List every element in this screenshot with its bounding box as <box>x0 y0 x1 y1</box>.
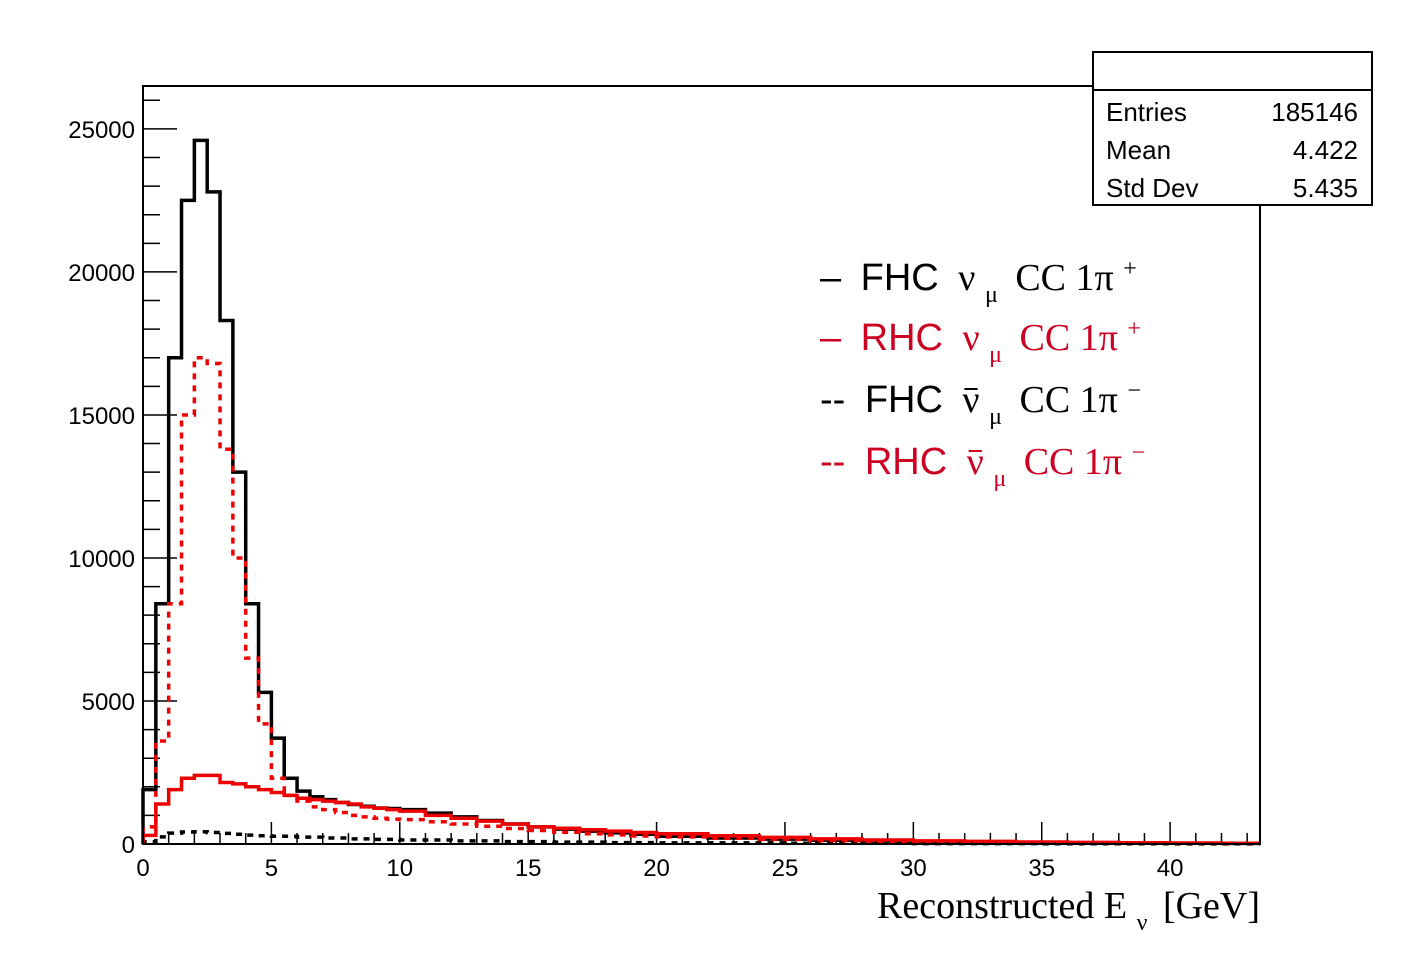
plot-frame <box>142 85 1261 845</box>
stats-box: Entries 185146 Mean 4.422 Std Dev 5.435 <box>1092 51 1373 206</box>
x-tick-label: 35 <box>1028 855 1055 882</box>
x-tick-label: 0 <box>136 855 149 882</box>
x-tick-label: 30 <box>900 855 927 882</box>
x-axis-label: Reconstructed E ν [GeV] <box>877 885 1260 939</box>
x-tick-label: 40 <box>1157 855 1184 882</box>
series-group <box>141 138 1260 846</box>
stats-entries-value: 185146 <box>1271 97 1358 127</box>
legend: – FHC ν μ CC 1π + – RHC ν μ CC 1π + -- F… <box>820 256 1145 495</box>
stats-entries-label: Entries <box>1106 97 1187 127</box>
y-tick-label: 20000 <box>68 260 135 287</box>
series-line-4 <box>141 355 1260 846</box>
legend-entry-fhc-numu: – FHC ν μ CC 1π + <box>820 256 1137 311</box>
stats-stddev-value: 5.435 <box>1293 173 1358 203</box>
stats-mean-value: 4.422 <box>1293 135 1358 165</box>
stats-stddev-label: Std Dev <box>1106 173 1199 203</box>
y-tick-label: 15000 <box>68 403 135 430</box>
x-tick-label: 5 <box>265 855 278 882</box>
stats-mean-label: Mean <box>1106 135 1171 165</box>
series-line-1 <box>141 138 1260 846</box>
legend-entry-rhc-numubar: -- RHC ν μ CC 1π − <box>820 440 1145 495</box>
x-tick-label: 20 <box>643 855 670 882</box>
x-tick-label: 10 <box>386 855 413 882</box>
legend-entry-rhc-numu: – RHC ν μ CC 1π + <box>820 316 1141 371</box>
y-tick-label: 25000 <box>68 117 135 144</box>
y-tick-label: 5000 <box>82 689 135 716</box>
y-tick-label: 10000 <box>68 546 135 573</box>
x-tick-label: 25 <box>772 855 799 882</box>
x-tick-label: 15 <box>515 855 542 882</box>
legend-entry-fhc-numubar: -- FHC ν μ CC 1π − <box>820 378 1141 433</box>
y-tick-label: 0 <box>122 832 135 859</box>
legend-antineutrino-bars <box>964 388 982 452</box>
series-line-3 <box>141 829 1260 846</box>
stats-box-frame <box>1092 51 1373 206</box>
